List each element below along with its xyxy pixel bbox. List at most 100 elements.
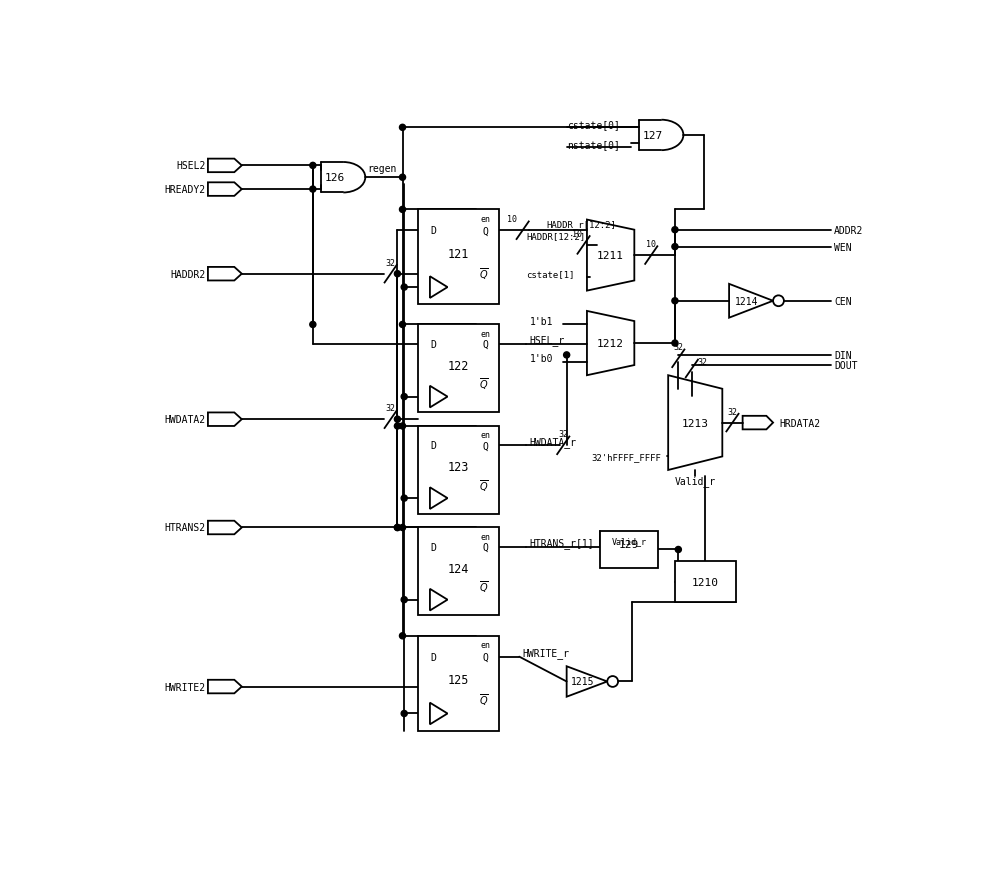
Circle shape bbox=[401, 597, 407, 603]
Circle shape bbox=[394, 271, 400, 277]
Text: Q: Q bbox=[483, 340, 489, 349]
Text: regen: regen bbox=[368, 164, 397, 174]
Text: 125: 125 bbox=[448, 673, 469, 687]
Circle shape bbox=[399, 525, 406, 531]
Bar bbox=[418, 528, 499, 615]
Circle shape bbox=[394, 525, 400, 531]
Text: en: en bbox=[481, 329, 491, 338]
Text: $\overline{Q}$: $\overline{Q}$ bbox=[479, 478, 489, 493]
Text: 1211: 1211 bbox=[597, 251, 624, 261]
Text: HWDATA_r: HWDATA_r bbox=[529, 436, 576, 447]
Text: 10: 10 bbox=[508, 215, 518, 224]
Circle shape bbox=[310, 187, 316, 193]
Text: $\overline{Q}$: $\overline{Q}$ bbox=[479, 376, 489, 392]
Text: $\overline{Q}$: $\overline{Q}$ bbox=[479, 579, 489, 594]
Text: 1215: 1215 bbox=[571, 677, 595, 687]
Text: Q: Q bbox=[483, 651, 489, 662]
Circle shape bbox=[401, 394, 407, 400]
Text: en: en bbox=[481, 431, 491, 440]
Circle shape bbox=[672, 341, 678, 347]
Bar bbox=[418, 325, 499, 413]
Circle shape bbox=[310, 163, 316, 169]
Circle shape bbox=[672, 227, 678, 234]
Text: 32: 32 bbox=[727, 407, 737, 416]
Text: en: en bbox=[481, 640, 491, 650]
Text: 32: 32 bbox=[558, 430, 568, 439]
Bar bbox=[418, 427, 499, 515]
Text: nstate[0]: nstate[0] bbox=[567, 140, 620, 150]
Text: Q: Q bbox=[483, 543, 489, 552]
Text: Valid_r: Valid_r bbox=[675, 475, 716, 486]
Text: HADDR[12:2]: HADDR[12:2] bbox=[526, 233, 585, 241]
Text: 1213: 1213 bbox=[682, 418, 709, 428]
Text: 32: 32 bbox=[386, 258, 396, 268]
Text: HADDR_r[12:2]: HADDR_r[12:2] bbox=[546, 220, 616, 228]
Circle shape bbox=[401, 284, 407, 291]
Text: HADDR2: HADDR2 bbox=[171, 270, 206, 279]
Text: 1210: 1210 bbox=[692, 577, 719, 587]
Circle shape bbox=[310, 322, 316, 328]
Text: Q: Q bbox=[483, 441, 489, 450]
Circle shape bbox=[399, 175, 406, 181]
Text: HREADY2: HREADY2 bbox=[165, 185, 206, 195]
Text: cstate[1]: cstate[1] bbox=[526, 270, 574, 279]
Circle shape bbox=[394, 525, 400, 531]
Text: en: en bbox=[481, 532, 491, 541]
Text: 129: 129 bbox=[619, 539, 639, 550]
Text: D: D bbox=[430, 340, 436, 349]
Text: Q: Q bbox=[483, 226, 489, 236]
Text: 122: 122 bbox=[448, 359, 469, 372]
Text: 32: 32 bbox=[386, 404, 396, 413]
Text: HWRITE_r: HWRITE_r bbox=[523, 647, 570, 658]
Text: $\overline{Q}$: $\overline{Q}$ bbox=[479, 266, 489, 282]
Circle shape bbox=[399, 126, 406, 131]
Text: 10: 10 bbox=[572, 230, 582, 239]
Text: 126: 126 bbox=[324, 173, 345, 183]
Text: HWRITE2: HWRITE2 bbox=[165, 682, 206, 692]
Text: $\overline{Q}$: $\overline{Q}$ bbox=[479, 692, 489, 708]
Circle shape bbox=[399, 633, 406, 639]
Text: HSEL2: HSEL2 bbox=[177, 162, 206, 171]
Text: HTRANS2: HTRANS2 bbox=[165, 523, 206, 533]
Text: WEN: WEN bbox=[834, 242, 852, 252]
Text: HSEL_r: HSEL_r bbox=[529, 335, 565, 346]
Text: 32: 32 bbox=[673, 343, 683, 352]
Text: DIN: DIN bbox=[834, 350, 852, 361]
Text: cstate[0]: cstate[0] bbox=[567, 119, 620, 130]
Text: HWDATA2: HWDATA2 bbox=[165, 414, 206, 425]
Text: D: D bbox=[430, 543, 436, 552]
Text: 1212: 1212 bbox=[597, 339, 624, 349]
Circle shape bbox=[399, 423, 406, 429]
Text: D: D bbox=[430, 226, 436, 236]
Text: 121: 121 bbox=[448, 248, 469, 261]
Text: HRDATA2: HRDATA2 bbox=[780, 418, 821, 428]
Text: 124: 124 bbox=[448, 562, 469, 575]
Text: 1214: 1214 bbox=[735, 297, 758, 306]
Circle shape bbox=[564, 352, 570, 358]
Circle shape bbox=[675, 547, 681, 553]
Text: 1'b0: 1'b0 bbox=[529, 354, 553, 363]
Bar bbox=[675, 562, 736, 602]
Text: en: en bbox=[481, 214, 491, 223]
Circle shape bbox=[672, 299, 678, 305]
Bar bbox=[418, 636, 499, 730]
Text: HTRANS_r[1]: HTRANS_r[1] bbox=[529, 537, 594, 549]
Circle shape bbox=[399, 207, 406, 213]
Text: 32'hFFFF_FFFF: 32'hFFFF_FFFF bbox=[592, 452, 661, 462]
Text: DOUT: DOUT bbox=[834, 361, 857, 371]
Circle shape bbox=[394, 423, 400, 429]
Text: CEN: CEN bbox=[834, 297, 852, 306]
Bar bbox=[600, 531, 658, 568]
Text: 1'b1: 1'b1 bbox=[529, 317, 553, 327]
Text: 127: 127 bbox=[642, 131, 663, 140]
Text: 10: 10 bbox=[646, 240, 656, 248]
Circle shape bbox=[401, 495, 407, 501]
Text: Valid_r: Valid_r bbox=[612, 537, 647, 546]
Text: 123: 123 bbox=[448, 461, 469, 473]
Bar bbox=[418, 210, 499, 305]
Circle shape bbox=[394, 417, 400, 423]
Text: 32: 32 bbox=[697, 357, 707, 367]
Circle shape bbox=[401, 710, 407, 716]
Circle shape bbox=[672, 244, 678, 250]
Text: ADDR2: ADDR2 bbox=[834, 226, 863, 235]
